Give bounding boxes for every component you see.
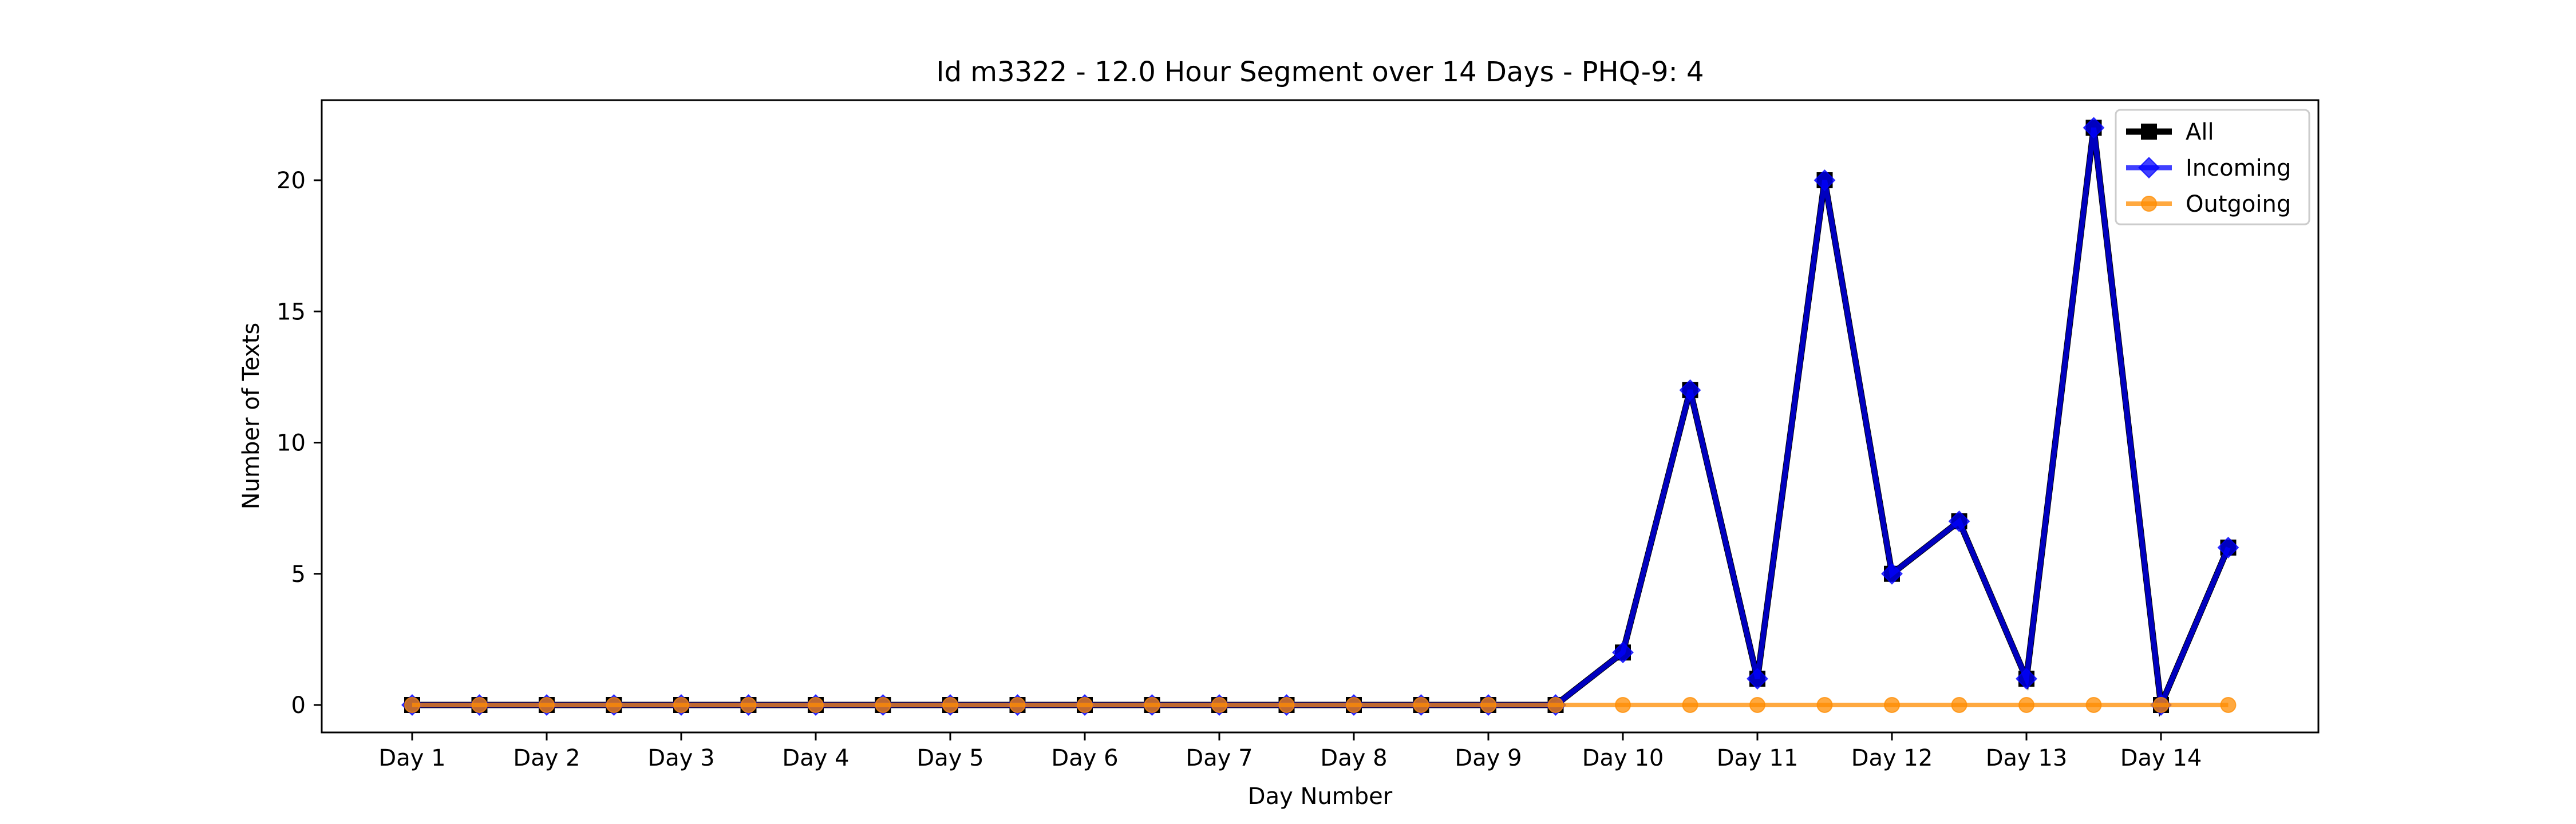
y-tick-label: 5 [291,561,306,588]
legend-box [2115,109,2310,225]
legend-marker [2141,124,2157,140]
data-point [1413,697,1429,713]
data-point [1547,697,1564,713]
x-tick-label: Day 4 [782,745,849,771]
data-point [2220,697,2237,713]
data-point [2153,697,2169,713]
data-point [808,697,824,713]
data-point [2217,536,2239,558]
data-point [942,697,958,713]
x-tick-label: Day 1 [378,745,445,771]
data-point [875,697,891,713]
data-point [471,697,488,713]
x-tick-label: Day 11 [1717,745,1799,771]
x-tick-label: Day 8 [1320,745,1387,771]
data-point [606,697,622,713]
x-tick-label: Day 6 [1051,745,1118,771]
x-tick-label: Day 3 [647,745,714,771]
data-point [1749,697,1765,713]
legend-marker [2141,196,2157,212]
data-point [1144,697,1160,713]
y-axis: 0 5 10 15 20 [276,168,322,719]
y-tick-label: 10 [276,430,306,457]
legend-item: Outgoing [2126,191,2291,217]
data-point [2016,668,2037,690]
data-point [1884,697,1900,713]
data-point [2083,117,2105,139]
x-tick-label: Day 12 [1851,745,1933,771]
data-point [1211,697,1227,713]
data-point [1814,169,1836,191]
data-point [2085,697,2102,713]
x-tick-label: Day 7 [1186,745,1253,771]
legend-label: All [2186,119,2214,145]
data-point [1951,697,1967,713]
legend-label: Incoming [2186,155,2291,181]
data-point [1679,379,1701,401]
legend-item: Incoming [2126,155,2291,181]
data-point [1278,697,1295,713]
plot-area [401,117,2239,718]
plot-frame [321,99,2320,734]
legend-label: Outgoing [2186,191,2291,217]
data-point [2018,697,2034,713]
legend-marker [2138,157,2160,179]
data-point [1612,641,1634,664]
x-tick-label: Day 5 [916,745,983,771]
x-tick-label: Day 9 [1455,745,1522,771]
x-tick-label: Day 13 [1986,745,2068,771]
data-point [1009,697,1026,713]
data-point [673,697,689,713]
legend: All Incoming Outgoing [2115,109,2310,225]
data-point [740,697,757,713]
data-point [1077,697,1093,713]
data-point [1948,510,1970,533]
x-axis-label: Day Number [1248,783,1393,810]
data-point [1747,668,1768,690]
data-point [1816,697,1833,713]
legend-item: All [2126,119,2214,145]
x-tick-label: Day 2 [513,745,580,771]
y-axis-label: Number of Texts [238,323,264,509]
series-outgoing [404,697,2237,713]
data-point [404,697,420,713]
y-tick-label: 0 [291,692,306,719]
x-axis: Day 1 Day 2 Day 3 Day 4 Day 5 Day 6 Day 7 Day 8… [378,732,2202,771]
y-tick-label: 15 [276,299,306,325]
data-point [1881,562,1903,585]
data-point [539,697,555,713]
data-point [1480,697,1496,713]
y-tick-label: 20 [276,168,306,194]
data-point [1346,697,1362,713]
chart-title: Id m3322 - 12.0 Hour Segment over 14 Day… [936,56,1704,88]
data-point [1682,697,1698,713]
x-tick-label: Day 10 [1582,745,1664,771]
x-tick-label: Day 14 [2120,745,2202,771]
data-point [1615,697,1631,713]
